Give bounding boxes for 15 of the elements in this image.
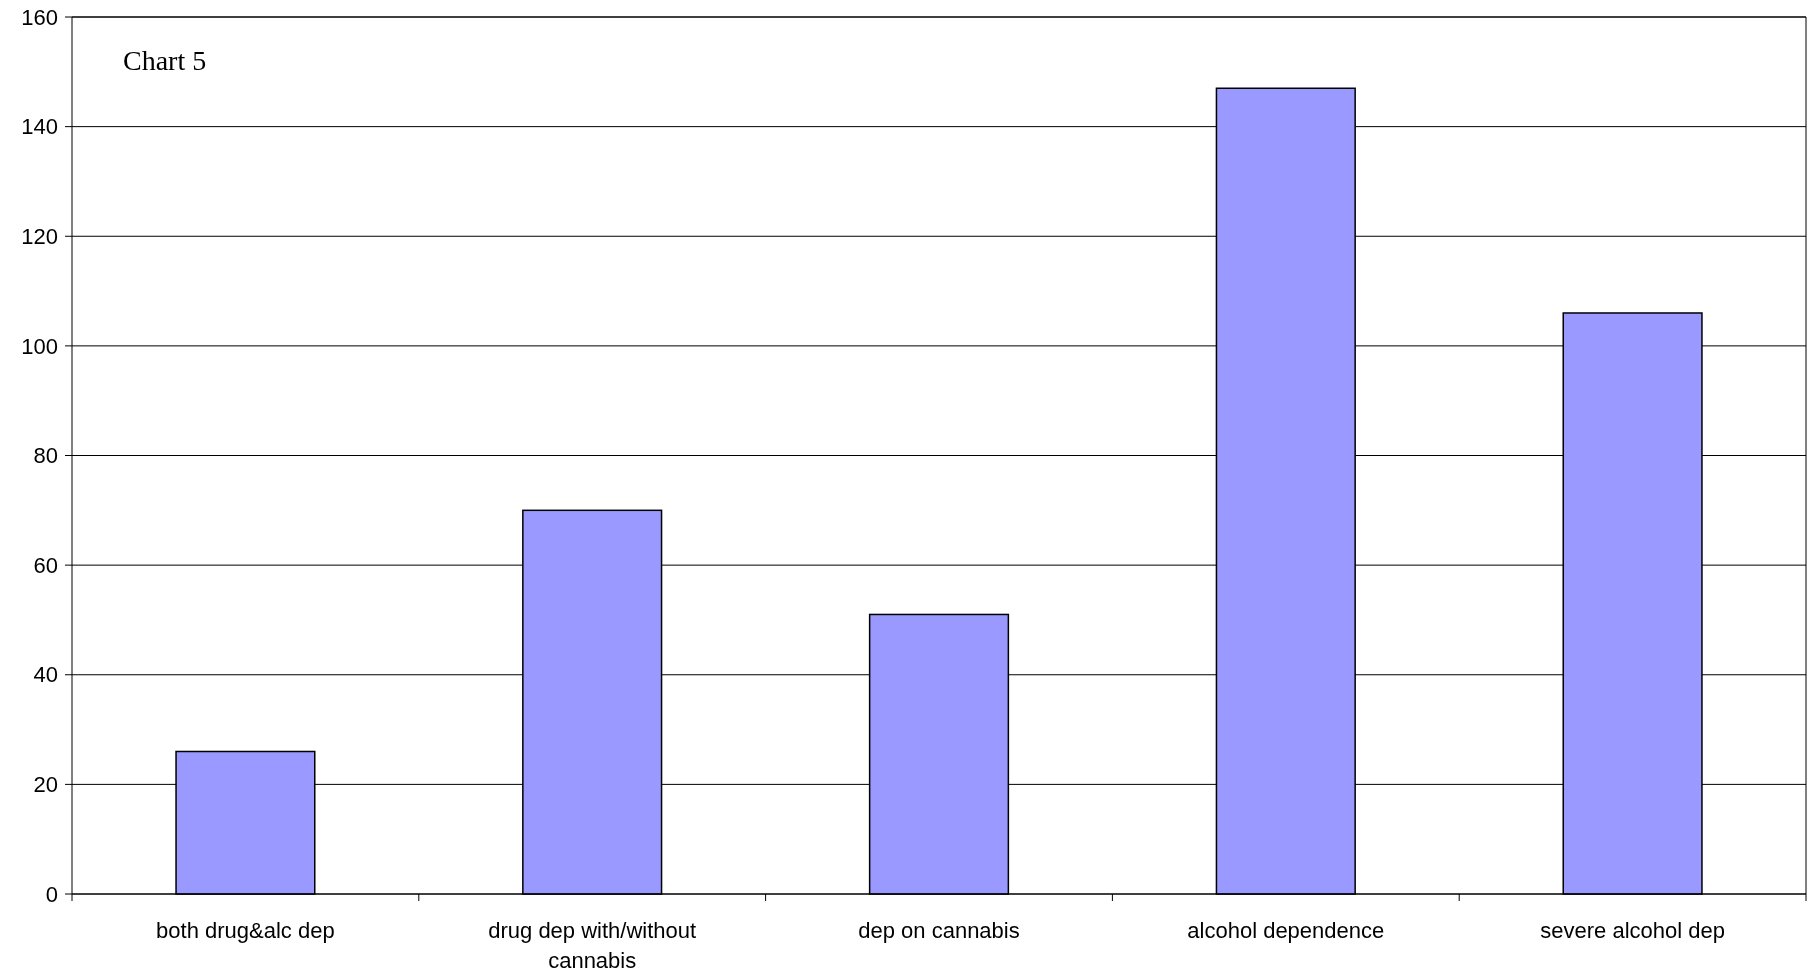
y-tick-label: 20 — [33, 772, 58, 798]
x-tick-label: drug dep with/without cannabis — [488, 918, 697, 973]
y-tick-label: 60 — [33, 552, 58, 578]
y-tick-label: 140 — [21, 114, 58, 140]
y-tick-label: 120 — [21, 223, 58, 249]
x-tick-label: severe alcohol dep — [1540, 918, 1725, 943]
y-tick-label: 40 — [33, 662, 58, 688]
y-tick-label: 0 — [45, 881, 58, 907]
text: Chart 5 — [123, 45, 207, 76]
y-tick-label: 160 — [21, 4, 58, 30]
y-tick-label: 80 — [33, 443, 58, 469]
x-tick-label: alcohol dependence — [1187, 918, 1385, 943]
x-tick-label: both drug&alc dep — [156, 918, 335, 943]
x-tick-label: dep on cannabis — [858, 918, 1020, 943]
y-tick-label: 100 — [21, 333, 58, 359]
